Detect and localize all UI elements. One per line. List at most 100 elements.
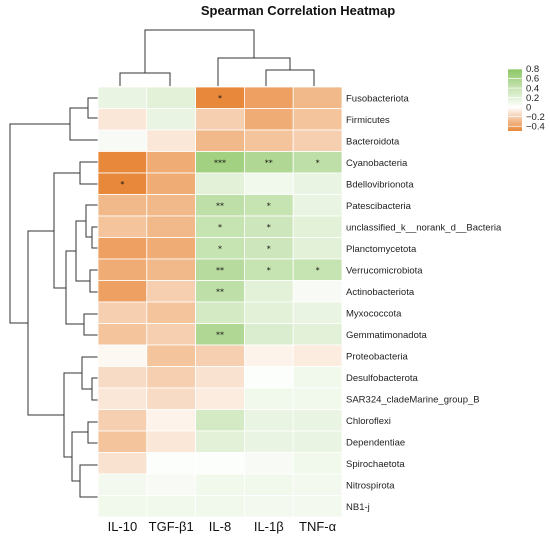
legend-tick-label: 0	[526, 102, 531, 113]
heatmap-cell	[243, 108, 294, 131]
heatmap-cell	[97, 86, 148, 109]
row-label: Proteobacteria	[346, 351, 409, 362]
heatmap-cell	[146, 473, 197, 496]
row-dendrogram	[9, 97, 105, 509]
heatmap-cell	[243, 452, 294, 475]
row-dendro-link-3	[79, 161, 98, 185]
row-label: NB1-j	[346, 502, 370, 513]
significance-mark: ***	[214, 158, 226, 167]
row-label: Nitrospirota	[346, 480, 395, 491]
heatmap-cell	[146, 495, 197, 518]
heatmap-cell	[146, 194, 197, 217]
heatmap-cell	[146, 215, 197, 238]
column-label: IL-10	[108, 519, 138, 534]
significance-mark: *	[120, 180, 124, 189]
heatmap-cell	[97, 151, 148, 174]
significance-mark: *	[267, 244, 271, 253]
heatmap-cell	[292, 237, 343, 260]
heatmap-cell	[243, 323, 294, 346]
heatmap-cell	[97, 215, 148, 238]
heatmap-cell	[243, 129, 294, 152]
row-dendro-link-18	[27, 230, 64, 416]
heatmap-cells	[97, 86, 343, 518]
heatmap-cell	[97, 387, 148, 410]
column-label: TGF-β1	[149, 519, 194, 534]
heatmap-cell	[146, 108, 197, 131]
significance-mark: **	[216, 266, 224, 275]
heatmap-cell	[243, 86, 294, 109]
heatmap-cell	[292, 194, 343, 217]
heatmap-cell	[97, 258, 148, 281]
heatmap-cell	[292, 86, 343, 109]
row-dendro-link-2	[69, 107, 98, 141]
heatmap-cell	[146, 387, 197, 410]
heatmap-cell	[146, 237, 197, 260]
heatmap-cell	[195, 387, 245, 410]
heatmap-cell	[146, 151, 197, 174]
heatmap-cell	[146, 323, 197, 346]
row-label: Firmicutes	[346, 115, 390, 126]
row-label: Patescibacteria	[346, 201, 412, 212]
heatmap-cell	[243, 387, 294, 410]
significance-mark: *	[316, 158, 320, 167]
heatmap-cell	[292, 387, 343, 410]
heatmap-cell	[97, 237, 148, 260]
heatmap-cell	[146, 344, 197, 367]
significance-mark: *	[267, 266, 271, 275]
legend-tick-label: 0.4	[526, 83, 539, 94]
legend-tick-label: −0.2	[526, 112, 545, 123]
row-dendro-link-9	[65, 250, 84, 325]
row-dendro-link-17	[63, 372, 82, 458]
heatmap-cell	[146, 301, 197, 324]
column-label: IL-8	[209, 519, 231, 534]
row-dendro-link-8	[83, 313, 98, 336]
row-label: Spirochaetota	[346, 459, 405, 470]
legend-tick-label: −0.4	[526, 121, 545, 132]
heatmap-cell	[292, 301, 343, 324]
row-dendro-link-13	[87, 421, 98, 444]
heatmap-cell	[146, 258, 197, 281]
significance-mark: **	[216, 330, 224, 339]
color-legend-ticks: 0.80.60.40.20−0.2−0.4	[508, 64, 545, 132]
significance-mark: *	[218, 223, 222, 232]
heatmap-cell	[195, 129, 245, 152]
col-dendro-link-il8-group	[217, 57, 291, 86]
heatmap-cell	[243, 473, 294, 496]
legend-tick-label: 0.6	[526, 74, 539, 85]
heatmap-cell	[146, 430, 197, 453]
row-dendro-link-6	[89, 269, 98, 293]
row-dendro-link-root	[9, 123, 70, 324]
heatmap-cell	[292, 323, 343, 346]
significance-mark: **	[216, 287, 224, 296]
heatmap-cell	[97, 409, 148, 432]
row-label: Bdellovibrionota	[346, 179, 414, 190]
heatmap-cell	[243, 409, 294, 432]
heatmap-cell	[146, 409, 197, 432]
heatmap-cell	[97, 366, 148, 389]
row-label: Desulfobacterota	[346, 373, 419, 384]
heatmap-cell	[195, 108, 245, 131]
heatmap-cell	[146, 172, 197, 195]
heatmap-cell	[195, 172, 245, 195]
col-dendro-link-root	[144, 29, 255, 73]
heatmap-cell	[292, 473, 343, 496]
heatmap-cell	[97, 452, 148, 475]
heatmap-cell	[243, 430, 294, 453]
column-label: IL-1β	[254, 519, 284, 534]
heatmap-cell	[292, 280, 343, 303]
heatmap-cell	[97, 344, 148, 367]
heatmap-cell	[243, 301, 294, 324]
heatmap-cell	[195, 366, 245, 389]
row-dendro-link-12	[81, 356, 98, 390]
significance-mark: *	[267, 201, 271, 210]
row-label: SAR324_cladeMarine_group_B	[346, 394, 480, 405]
heatmap-cell	[243, 172, 294, 195]
heatmap-cell	[292, 452, 343, 475]
row-dendro-link-11	[91, 377, 98, 401]
heatmap-cell	[292, 344, 343, 367]
heatmap-cell	[195, 473, 245, 496]
row-label: Chloroflexi	[346, 416, 391, 427]
heatmap-cell	[97, 323, 148, 346]
heatmap-cell	[97, 280, 148, 303]
heatmap-cell	[146, 366, 197, 389]
